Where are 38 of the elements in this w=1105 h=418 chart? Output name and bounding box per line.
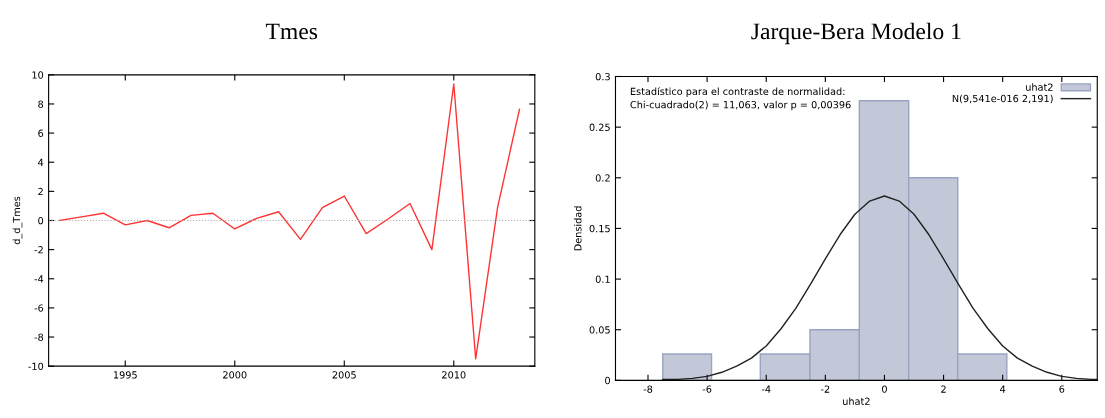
y-tick-label: -4 [34,275,44,283]
annotation: Estadístico para el contraste de normalidad: [630,87,845,97]
y-tick-label: 0.2 [595,174,610,182]
y-tick-label: -2 [34,246,43,254]
y-tick-label: -6 [34,304,44,312]
y-tick-label: 0.1 [595,275,610,283]
y-tick-label: -8 [34,333,44,341]
y-tick-label: 2 [38,187,43,196]
y-tick-label: 0 [38,216,44,225]
x-tick-label: 2 [941,385,946,393]
y-tick-label: 0.3 [595,72,610,81]
y-axis-title: d_d_Tmes [12,196,23,245]
y-tick-label: 0.25 [589,123,610,131]
x-tick-label: 2010 [442,371,466,379]
x-tick-label: 2005 [332,371,356,379]
x-tick-label: 6 [1059,385,1065,393]
y-tick-label: -10 [28,362,44,370]
y-tick-label: 6 [38,129,44,137]
x-tick-label: -8 [643,385,653,393]
y-tick-label: 0.05 [589,326,610,334]
legend-label: N(9,541e-016 2,191) [952,94,1053,104]
x-tick-label: 1995 [113,371,137,379]
x-axis-title: uhat2 [843,397,870,405]
y-axis-title: Densidad [574,206,582,251]
y-tick-label: 4 [38,158,44,166]
y-tick-label: 10 [32,71,44,79]
chart-title: Tmes [265,23,318,40]
y-tick-label: 0.15 [589,224,610,233]
x-tick-label: -2 [820,385,830,393]
x-tick-label: -6 [702,385,712,393]
x-tick-label: 2000 [223,371,247,379]
y-tick-label: 8 [38,100,44,108]
legend-label: uhat2 [1026,83,1053,91]
x-tick-label: 0 [882,385,887,393]
x-tick-label: -4 [761,385,771,393]
annotation: Chi-cuadrado(2) = 11,063, valor p = 0,00396 [630,100,851,111]
chart-title: Jarque-Bera Modelo 1 [751,22,961,45]
x-tick-label: 4 [1000,385,1006,393]
